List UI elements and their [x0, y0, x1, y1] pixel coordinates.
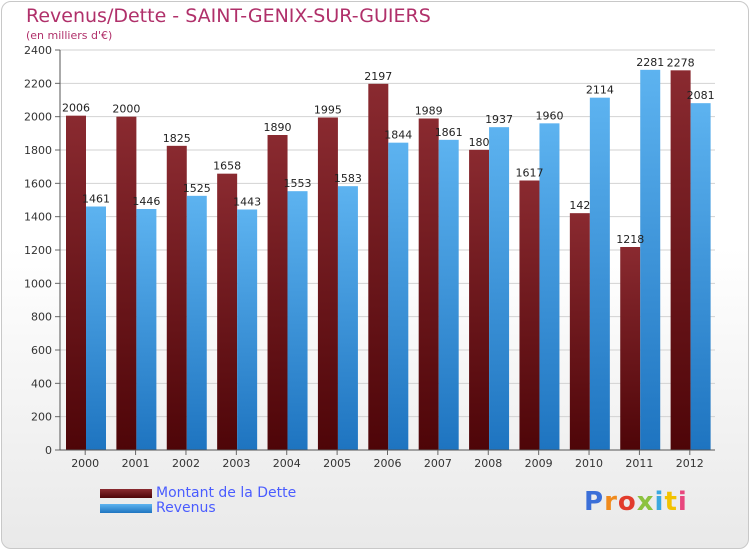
- y-tick-label: 1400: [24, 211, 52, 224]
- x-tick-label: 2008: [474, 457, 502, 470]
- bar-revenus: [337, 186, 358, 450]
- legend-swatch-revenus: [100, 504, 152, 513]
- bar-revenus: [136, 209, 157, 450]
- y-tick-label: 1800: [24, 144, 52, 157]
- x-tick-label: 2010: [575, 457, 603, 470]
- y-tick-label: 400: [31, 377, 52, 390]
- data-label-revenus: 1583: [334, 172, 362, 185]
- data-label-dette: 1989: [415, 105, 443, 118]
- x-tick-label: 2002: [172, 457, 200, 470]
- logo-letter: t: [664, 487, 678, 517]
- data-label-dette: 1890: [264, 121, 292, 134]
- bar-revenus: [640, 69, 661, 450]
- data-label-revenus: 2081: [687, 89, 715, 102]
- data-label-revenus: 1446: [132, 195, 160, 208]
- bar-dette: [66, 115, 86, 451]
- logo-letter: P: [584, 487, 605, 517]
- x-tick-label: 2007: [424, 457, 452, 470]
- data-label-revenus: 2281: [636, 56, 664, 69]
- data-label-revenus: 1844: [384, 129, 412, 142]
- data-label-revenus: 1461: [82, 193, 110, 206]
- bar-dette: [519, 180, 540, 450]
- data-label-revenus: 1960: [535, 109, 563, 122]
- x-tick-label: 2006: [374, 457, 402, 470]
- bar-revenus: [287, 191, 308, 450]
- y-tick-label: 2000: [24, 111, 52, 124]
- x-tick-label: 2009: [525, 457, 553, 470]
- legend-label-revenus: Revenus: [156, 500, 216, 516]
- x-tick-label: 2012: [676, 457, 704, 470]
- y-tick-label: 800: [31, 311, 52, 324]
- bar-dette: [116, 116, 137, 451]
- y-tick-label: 2400: [24, 44, 52, 57]
- axis-layer: 0 200 400 600 800 1000 1200 1400 1600 1800 2000 220…: [24, 44, 715, 470]
- y-tick-label: 2200: [24, 77, 52, 90]
- data-label-dette: 2197: [364, 70, 392, 83]
- legend-label-dette: Montant de la Dette: [156, 485, 297, 501]
- x-tick-label: 2004: [273, 457, 301, 470]
- bar-dette: [166, 145, 187, 451]
- data-label-dette: 1658: [213, 160, 241, 173]
- x-tick-label: 2000: [71, 457, 99, 470]
- logo-letter: i: [677, 487, 688, 517]
- bar-dette: [620, 247, 641, 450]
- y-tick-label: 1600: [24, 177, 52, 190]
- bar-revenus: [539, 123, 560, 450]
- y-tick-label: 1200: [24, 244, 52, 257]
- x-tick-label: 2005: [323, 457, 351, 470]
- data-label-dette: 1825: [163, 132, 191, 145]
- y-tick-label: 600: [31, 344, 52, 357]
- bar-dette: [267, 135, 288, 450]
- proxiti-logo: Proxiti: [584, 487, 688, 517]
- bar-revenus: [388, 142, 409, 450]
- bar-dette: [418, 118, 439, 450]
- bar-revenus: [489, 127, 510, 451]
- data-label-revenus: 1443: [233, 196, 261, 209]
- data-label-dette: 180: [469, 136, 490, 149]
- data-label-revenus: 1553: [284, 177, 312, 190]
- bar-layer: [66, 69, 711, 451]
- x-tick-label: 2001: [122, 457, 150, 470]
- bar-revenus: [86, 206, 106, 450]
- data-label-revenus: 1525: [183, 182, 211, 195]
- y-tick-label: 1000: [24, 277, 52, 290]
- logo-letter: x: [636, 487, 655, 517]
- data-label-dette: 2000: [112, 103, 140, 116]
- bar-dette: [217, 173, 238, 450]
- data-label-dette: 1995: [314, 104, 342, 117]
- bar-revenus: [438, 139, 459, 451]
- logo-letter: r: [604, 487, 618, 517]
- bar-revenus: [589, 97, 610, 451]
- legend-swatch-dette: [100, 489, 152, 498]
- data-label-dette: 142: [569, 199, 590, 212]
- data-label-dette: 1218: [616, 233, 644, 246]
- data-label-revenus: 1861: [435, 126, 463, 139]
- bar-dette: [317, 117, 338, 450]
- bar-revenus: [237, 209, 258, 450]
- bar-revenus: [186, 195, 207, 450]
- logo-letter: o: [617, 487, 637, 517]
- chart-title: Revenus/Dette - SAINT-GENIX-SUR-GUIERS: [26, 5, 431, 27]
- bar-revenus: [690, 103, 711, 451]
- data-label-revenus: 1937: [485, 113, 513, 126]
- bar-dette: [670, 70, 691, 450]
- bar-dette: [368, 83, 389, 450]
- data-label-dette: 2006: [62, 102, 90, 115]
- data-label-revenus: 2114: [586, 84, 614, 97]
- chart-subtitle: (en milliers d'€): [26, 29, 113, 42]
- data-label-dette: 1617: [515, 167, 543, 180]
- y-tick-label: 200: [31, 411, 52, 424]
- data-label-dette: 2278: [667, 56, 695, 69]
- bar-dette: [469, 149, 490, 451]
- x-tick-label: 2011: [625, 457, 653, 470]
- y-tick-label: 0: [45, 444, 52, 457]
- logo-letter: i: [654, 487, 665, 517]
- bar-dette: [569, 213, 590, 450]
- x-tick-label: 2003: [222, 457, 250, 470]
